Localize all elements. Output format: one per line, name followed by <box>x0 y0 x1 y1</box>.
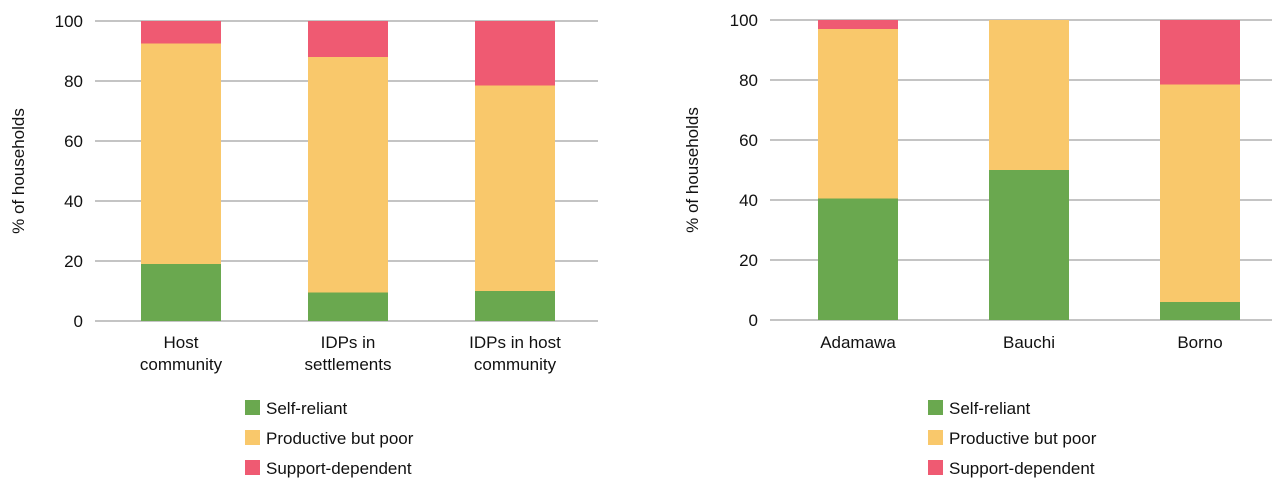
y-tick-label: 20 <box>64 252 83 271</box>
y-tick-label: 0 <box>74 312 83 331</box>
x-tick-label-line: community <box>474 355 557 374</box>
bar-segment-productive-but-poor <box>308 57 388 293</box>
bar-segment-support-dependent <box>1160 20 1240 85</box>
x-tick-label-line: Adamawa <box>820 333 896 352</box>
y-tick-label: 60 <box>739 131 758 150</box>
legend-swatch-self-reliant <box>245 400 260 415</box>
bar-segment-self-reliant <box>818 198 898 320</box>
bar-segment-self-reliant <box>989 170 1069 320</box>
legend-swatch-self-reliant <box>928 400 943 415</box>
x-tick-label-line: IDPs in host <box>469 333 561 352</box>
bar-segment-support-dependent <box>141 21 221 44</box>
bar-segment-productive-but-poor <box>141 43 221 264</box>
legend-label: Productive but poor <box>949 429 1097 448</box>
bar-segment-support-dependent <box>818 20 898 29</box>
x-tick-label: Borno <box>1177 333 1222 352</box>
y-axis-label: % of households <box>9 108 28 234</box>
legend-label: Self-reliant <box>949 399 1031 418</box>
legend-label: Support-dependent <box>949 459 1095 478</box>
legend-label: Productive but poor <box>266 429 414 448</box>
x-tick-label: IDPs in settlements <box>305 333 392 374</box>
bar-segment-productive-but-poor <box>475 85 555 291</box>
y-tick-label: 60 <box>64 132 83 151</box>
x-tick-label-line: Borno <box>1177 333 1222 352</box>
x-tick-label-line: settlements <box>305 355 392 374</box>
x-tick-label: IDPs in host community <box>469 333 561 374</box>
y-tick-label: 100 <box>55 12 83 31</box>
bar-segment-productive-but-poor <box>989 20 1069 170</box>
bar-segment-support-dependent <box>475 21 555 86</box>
x-tick-label-line: community <box>140 355 223 374</box>
chart-2: 0 20 40 60 80 100 % of households Adamawa Bauchi… <box>683 11 1272 478</box>
y-tick-label: 40 <box>64 192 83 211</box>
x-tick-label: Adamawa <box>820 333 896 352</box>
y-tick-label: 0 <box>749 311 758 330</box>
legend-label: Support-dependent <box>266 459 412 478</box>
x-tick-label: Bauchi <box>1003 333 1055 352</box>
y-axis-label: % of households <box>683 107 702 233</box>
bar-segment-self-reliant <box>141 264 221 321</box>
legend-swatch-productive-but-poor <box>928 430 943 445</box>
y-tick-label: 40 <box>739 191 758 210</box>
x-tick-label-line: Host <box>164 333 199 352</box>
y-tick-label: 80 <box>739 71 758 90</box>
bar-segment-productive-but-poor <box>818 29 898 199</box>
bar-segment-self-reliant <box>475 291 555 321</box>
x-tick-label-line: IDPs in <box>321 333 376 352</box>
chart-1: 0 20 40 60 80 100 % of households Host community… <box>9 12 598 478</box>
legend-swatch-productive-but-poor <box>245 430 260 445</box>
legend-swatch-support-dependent <box>928 460 943 475</box>
y-tick-label: 100 <box>730 11 758 30</box>
legend-swatch-support-dependent <box>245 460 260 475</box>
bar-segment-self-reliant <box>1160 302 1240 320</box>
legend-label: Self-reliant <box>266 399 348 418</box>
y-tick-label: 80 <box>64 72 83 91</box>
bar-segment-self-reliant <box>308 292 388 321</box>
bar-segment-productive-but-poor <box>1160 84 1240 302</box>
bar-segment-support-dependent <box>308 21 388 57</box>
x-tick-label-line: Bauchi <box>1003 333 1055 352</box>
y-tick-label: 20 <box>739 251 758 270</box>
x-tick-label: Host community <box>140 333 223 374</box>
